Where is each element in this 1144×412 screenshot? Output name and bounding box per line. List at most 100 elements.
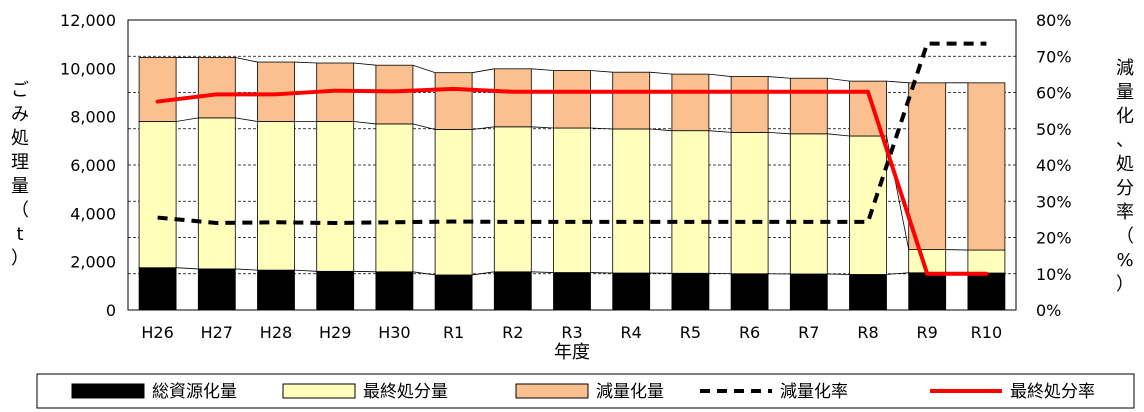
bar-segment [138, 57, 177, 122]
left-tick-label: 0 [106, 301, 116, 320]
bar-connector [886, 80, 909, 84]
bar-connector [176, 267, 199, 270]
bar-connector [708, 73, 732, 77]
x-tick-label: R1 [443, 323, 464, 342]
bar-segment [197, 57, 236, 119]
right-tick-label: 40% [1036, 156, 1072, 175]
x-tick-label: H28 [260, 323, 292, 342]
bar-segment [257, 269, 295, 311]
legend-label: 総資源化量 [152, 382, 237, 402]
bar-segment [612, 128, 651, 274]
bar-segment [434, 129, 473, 276]
bar-segment [434, 72, 473, 130]
right-tick-label: 10% [1036, 265, 1072, 284]
legend-swatch [282, 383, 356, 399]
right-axis-ticks: 0% 10% 20% 30% 40% 50% 60% 70% 80% [1036, 11, 1072, 320]
legend-label: 最終処分量 [363, 382, 448, 402]
bar-segment [730, 131, 769, 275]
bar-segment [671, 130, 710, 274]
right-axis-title-text: 減量化、処分率（%） [1116, 58, 1134, 295]
x-tick-label: R6 [739, 323, 760, 342]
bar-connector [353, 62, 376, 66]
bar-segment [908, 82, 947, 250]
bar-connector [235, 117, 258, 122]
bar-segment [671, 73, 710, 132]
bar-connector [412, 123, 436, 130]
series-line [157, 41, 987, 225]
bar-segment [197, 268, 236, 311]
legend-swatch [515, 383, 589, 399]
right-tick-label: 80% [1036, 11, 1072, 30]
bar-connector [827, 133, 850, 137]
legend-label: 減量化率 [780, 382, 848, 402]
x-tick-label: H30 [378, 323, 410, 342]
x-tick-label: H29 [319, 323, 351, 342]
bar-segment [967, 249, 1006, 274]
bar-connector [176, 117, 199, 122]
series-line [155, 86, 989, 276]
right-tick-label: 20% [1036, 229, 1072, 248]
legend-label: 減量化量 [596, 382, 664, 402]
bar-segment [908, 272, 947, 311]
right-tick-label: 60% [1036, 84, 1072, 103]
right-tick-label: 50% [1036, 120, 1072, 139]
x-tick-label: R2 [502, 323, 523, 342]
bar-connector [531, 126, 554, 129]
bar-connector [294, 269, 317, 272]
bar-segment [789, 133, 828, 275]
bars [138, 57, 1006, 311]
bar-segment [316, 270, 355, 311]
bar-connector [827, 77, 850, 82]
bar-connector [294, 61, 317, 64]
x-tick-label: R10 [971, 323, 1002, 342]
bar-segment [493, 68, 532, 128]
bar-connector [590, 127, 613, 130]
bar-connector [768, 131, 791, 135]
bar-connector-lines [176, 57, 968, 276]
right-axis-title: 減量化、処分率（%） [1116, 58, 1134, 295]
left-axis-title-text: ごみ処理量（ t） [11, 80, 29, 269]
bar-connector [649, 71, 672, 75]
left-tick-label: 8,000 [70, 108, 116, 127]
bar-segment [138, 267, 177, 311]
bar-connector [886, 272, 909, 275]
bar-segment [967, 272, 1006, 311]
left-tick-label: 12,000 [60, 11, 116, 30]
series-lines [155, 41, 989, 276]
right-tick-label: 0% [1036, 301, 1061, 320]
right-tick-label: 30% [1036, 192, 1072, 211]
bar-segment [849, 274, 887, 311]
left-tick-label: 10,000 [60, 59, 116, 78]
bar-segment [553, 127, 591, 273]
plot-area-frame [127, 19, 1017, 311]
right-tick-label: 70% [1036, 47, 1072, 66]
bar-connector [472, 271, 495, 276]
bar-connector [472, 126, 495, 130]
bar-segment [375, 123, 414, 273]
bar-segment [375, 64, 414, 125]
left-axis-title: ごみ処理量（ t） [11, 80, 29, 269]
bar-segment [730, 273, 769, 311]
legend: 総資源化量 最終処分量 減量化量 減量化率 最終処分率 [36, 373, 1135, 409]
bar-segment [849, 135, 887, 275]
bar-segment [493, 271, 532, 311]
bar-connector [412, 64, 436, 74]
bar-segment [257, 121, 295, 271]
x-axis-ticks: H26 H27 H28 H29 H30 R1 R2 R3 R4 R5 R6 R7 R8 R9 R10 [141, 323, 1002, 342]
bar-connector [235, 57, 258, 63]
bar-connector [531, 271, 554, 273]
left-tick-label: 4,000 [70, 204, 116, 223]
bar-segment [316, 121, 355, 272]
bar-segment [553, 70, 591, 129]
x-tick-label: R7 [798, 323, 819, 342]
bar-segment [434, 274, 473, 311]
bar-segment [789, 77, 828, 135]
bar-connector [649, 128, 672, 132]
x-tick-label: R9 [917, 323, 938, 342]
bar-segment [967, 82, 1006, 251]
legend-label: 最終処分率 [1010, 382, 1095, 402]
x-tick-label: R4 [621, 323, 642, 342]
bar-segment [730, 76, 769, 133]
bar-segment [138, 121, 177, 269]
